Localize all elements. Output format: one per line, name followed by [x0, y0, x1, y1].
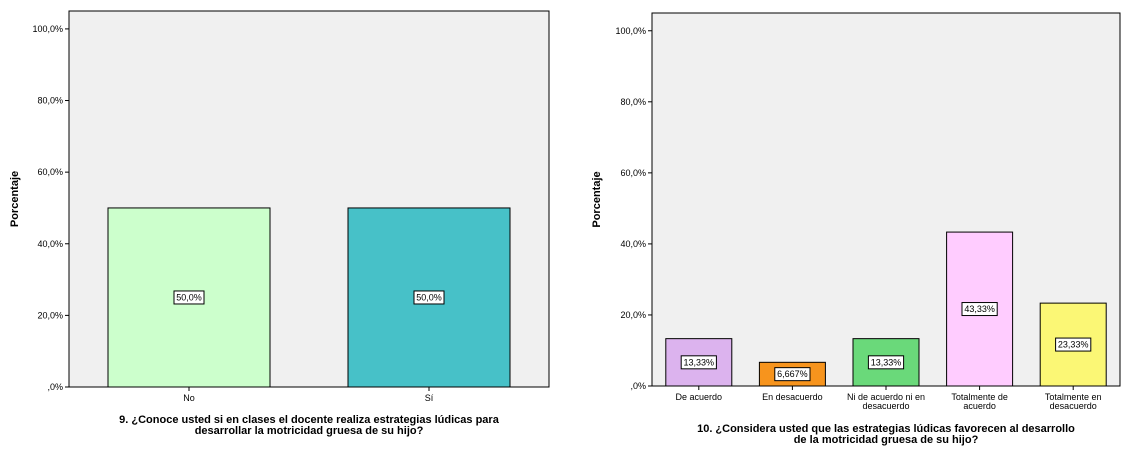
x-tick-label: Sí	[425, 393, 434, 403]
data-label-box	[961, 302, 998, 317]
data-label-box	[1055, 337, 1092, 352]
x-tick-label: No	[183, 393, 195, 403]
x-axis-label: 9. ¿Conoce usted si en clases el docente…	[119, 414, 500, 426]
chart-estrategias-ludicas: ,0% 20,0% 40,0% 60,0% 80,0% 100,0% Porcentaje D…	[591, 12, 1121, 446]
x-tick-label: Totalmente de	[951, 392, 1008, 402]
data-label-box	[774, 367, 811, 382]
y-tick-label: ,0%	[47, 382, 63, 392]
data-label-box	[413, 290, 445, 305]
y-tick-label: 60,0%	[37, 167, 63, 177]
y-tick-label: 80,0%	[37, 96, 63, 106]
data-label: 50,0%	[176, 292, 202, 302]
x-axis-label: de la motricidad gruesa de su hijo?	[794, 434, 979, 446]
y-axis-label: Porcentaje	[591, 171, 603, 227]
y-tick-label: 100,0%	[32, 24, 63, 34]
chart-motricidad-docente: ,0% 20,0% 40,0% 60,0% 80,0% 100,0% Porcentaje N…	[9, 10, 550, 437]
y-tick-label: 80,0%	[620, 97, 646, 107]
x-axis-label: 10. ¿Considera usted que las estrategias…	[697, 423, 1075, 435]
data-label: 43,33%	[964, 304, 995, 314]
y-tick-label: 60,0%	[620, 168, 646, 178]
x-tick-label: De acuerdo	[676, 392, 723, 402]
x-tick-label: En desacuerdo	[762, 392, 823, 402]
y-tick-label: 40,0%	[37, 239, 63, 249]
data-label: 23,33%	[1058, 340, 1089, 350]
data-label: 50,0%	[416, 292, 442, 302]
x-axis-label: desarrollar la motricidad gruesa de su h…	[195, 425, 424, 437]
data-label: 6,667%	[777, 369, 808, 379]
y-tick-label: 40,0%	[620, 239, 646, 249]
y-tick-label: 100,0%	[615, 26, 646, 36]
x-tick-label: Ni de acuerdo ni en	[847, 392, 925, 402]
x-tick-label: desacuerdo	[1050, 401, 1097, 411]
y-tick-label: ,0%	[630, 381, 646, 391]
y-axis-label: Porcentaje	[9, 171, 21, 227]
y-tick-label: 20,0%	[37, 310, 63, 320]
data-label: 13,33%	[871, 357, 902, 367]
data-label-box	[680, 355, 717, 370]
data-label-box	[867, 355, 905, 370]
x-tick-label: Totalmente en	[1045, 392, 1102, 402]
x-tick-label: desacuerdo	[862, 401, 909, 411]
data-label-box	[173, 290, 205, 305]
y-tick-label: 20,0%	[620, 310, 646, 320]
data-label: 13,33%	[684, 357, 715, 367]
x-tick-label: acuerdo	[963, 401, 996, 411]
